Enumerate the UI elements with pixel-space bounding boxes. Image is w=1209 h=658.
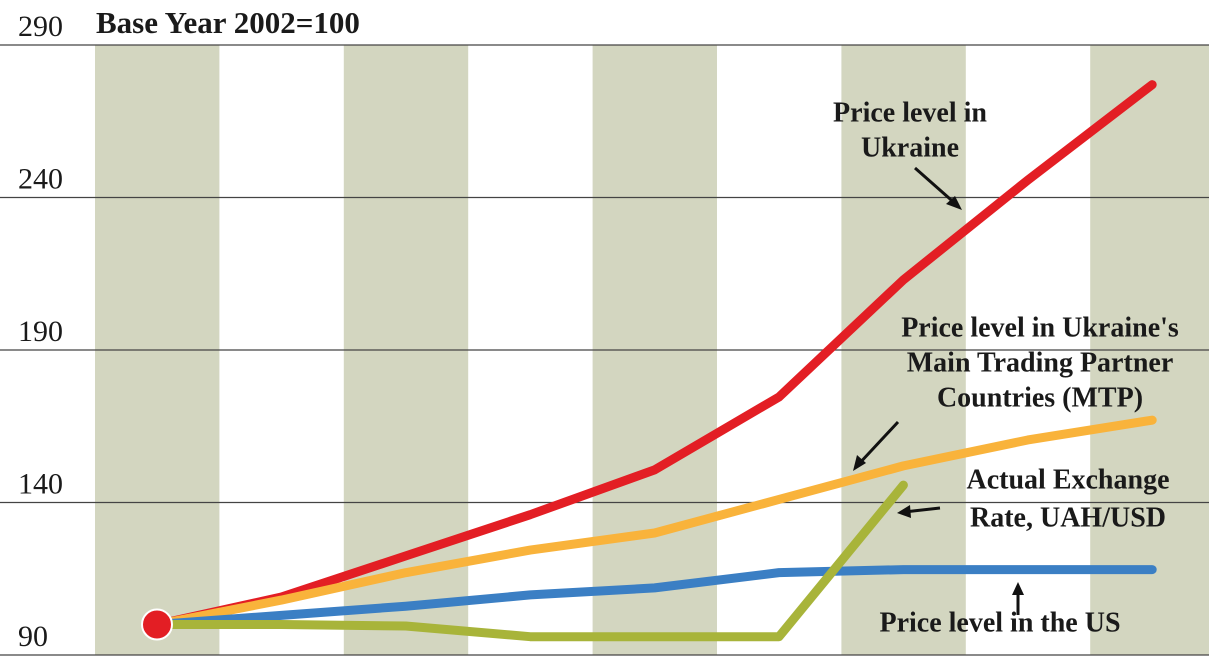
series-line [152,565,1157,629]
annotation-arrows [853,166,1024,615]
y-tick-label: 140 [18,467,63,500]
series-line [152,480,908,642]
arrowhead [946,196,962,210]
y-tick-label: 90 [18,620,48,653]
arrow [855,420,900,468]
annotation: Main Trading Partner [907,347,1174,378]
arrowhead [897,505,911,518]
lines [141,80,1157,642]
y-tick-label: 190 [18,315,63,348]
annotation: Price level in the US [879,607,1120,638]
annotation: Price level in Ukraine's [901,312,1179,343]
annotation: Countries (MTP) [937,382,1143,413]
series-line [152,415,1157,629]
annotations: Price level in Ukraine Price level in Ukra… [833,97,1179,638]
arrow [914,166,959,208]
series-line [152,80,1157,629]
annotation: Price level in [833,97,987,128]
y-tick-label: 290 [18,10,63,43]
grid: 90 140 190 240 290 [0,10,1209,656]
y-tick-label: 240 [18,162,63,195]
annotation: Rate, UAH/USD [970,502,1166,533]
chart-title: Base Year 2002=100 [96,5,360,40]
start-marker [141,608,173,641]
annotation: Actual Exchange [967,464,1170,495]
arrowhead [1012,582,1024,595]
arrowhead [853,455,866,471]
annotation: Ukraine [861,132,959,163]
